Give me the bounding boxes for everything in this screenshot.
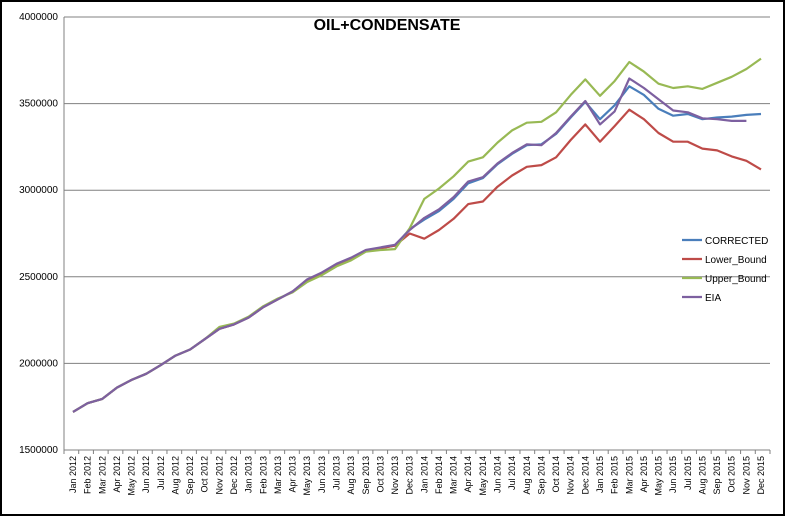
x-tick-label: Oct 2015 [727, 456, 737, 493]
x-tick-label: Aug 2013 [346, 456, 356, 495]
x-tick-label: Oct 2014 [551, 456, 561, 493]
x-tick-label: Aug 2014 [522, 456, 532, 495]
chart-title: OIL+CONDENSATE [314, 17, 461, 34]
x-tick-label: Jul 2013 [331, 456, 341, 490]
x-tick-label: Jul 2012 [156, 456, 166, 490]
x-tick-label: Oct 2012 [200, 456, 210, 493]
x-tick-label: Jun 2015 [668, 456, 678, 493]
series-lines [72, 57, 762, 413]
x-tick-label: Jan 2015 [595, 456, 605, 493]
x-tick-label: Apr 2012 [112, 456, 122, 493]
y-tick-label: 3000000 [19, 185, 58, 196]
y-tick-label: 2000000 [19, 358, 58, 369]
x-tick-label: Feb 2015 [610, 456, 620, 494]
x-tick-label: Nov 2013 [390, 456, 400, 495]
x-tick-label: Jan 2013 [244, 456, 254, 493]
x-tick-label: Sep 2013 [361, 456, 371, 495]
x-tick-label: Aug 2015 [697, 456, 707, 495]
x-tick-label: Feb 2012 [83, 456, 93, 494]
x-tick-label: Dec 2015 [756, 456, 766, 495]
x-tick-label: Sep 2012 [185, 456, 195, 495]
x-tick-label: Nov 2014 [566, 456, 576, 495]
legend-label-eia: EIA [705, 293, 721, 304]
x-tick-label: Mar 2012 [97, 456, 107, 494]
x-tick-label: Jun 2014 [493, 456, 503, 493]
x-tick-label: Mar 2013 [273, 456, 283, 494]
legend-label-corrected: CORRECTED [705, 236, 768, 247]
x-tick-label: Jun 2013 [317, 456, 327, 493]
x-tick-label: Dec 2014 [580, 456, 590, 495]
y-tick-labels: 1500000 2000000 2500000 3000000 3500000 40000… [19, 12, 58, 456]
x-tick-label: Feb 2013 [258, 456, 268, 494]
y-tick-label: 4000000 [19, 12, 58, 23]
x-tick-label: Dec 2012 [229, 456, 239, 495]
x-tick-label: Nov 2015 [741, 456, 751, 495]
x-tick-label: Oct 2013 [375, 456, 385, 493]
legend-label-lower-bound: Lower_Bound [705, 255, 767, 266]
gridlines [64, 16, 770, 451]
x-tick-label: Mar 2015 [624, 456, 634, 494]
x-tick-label: May 2015 [654, 456, 664, 496]
series-line-eia [72, 77, 747, 413]
x-tick-label: Dec 2013 [405, 456, 415, 495]
legend-label-upper-bound: Upper_Bound [705, 274, 767, 285]
x-tick-label: Nov 2012 [214, 456, 224, 495]
series-line-lower-bound [72, 108, 762, 413]
x-tick-label: May 2014 [478, 456, 488, 496]
x-tick-label: Sep 2015 [712, 456, 722, 495]
x-tick-label: Sep 2014 [536, 456, 546, 495]
x-tick-labels: Jan 2012 Feb 2012 Mar 2012 Apr 2012 May 2012… [68, 456, 766, 496]
x-tick-label: Apr 2013 [288, 456, 298, 493]
legend: CORRECTED Lower_Bound Upper_Bound EIA [682, 236, 768, 304]
x-tick-label: Jul 2014 [507, 456, 517, 490]
x-tick-label: May 2013 [302, 456, 312, 496]
x-tick-label: May 2012 [127, 456, 137, 496]
x-tick-label: Mar 2014 [449, 456, 459, 494]
x-tick-label: Feb 2014 [434, 456, 444, 494]
x-tick-label: Jul 2015 [683, 456, 693, 490]
axes [63, 17, 771, 454]
x-tick-label: Aug 2012 [170, 456, 180, 495]
x-tick-label: Apr 2015 [639, 456, 649, 493]
x-tick-label: Apr 2014 [463, 456, 473, 493]
y-tick-label: 1500000 [19, 445, 58, 456]
x-tick-label: Jun 2012 [141, 456, 151, 493]
x-tick-label: Jan 2012 [68, 456, 78, 493]
y-tick-label: 3500000 [19, 99, 58, 110]
y-tick-label: 2500000 [19, 272, 58, 283]
x-tick-label: Jan 2014 [419, 456, 429, 493]
